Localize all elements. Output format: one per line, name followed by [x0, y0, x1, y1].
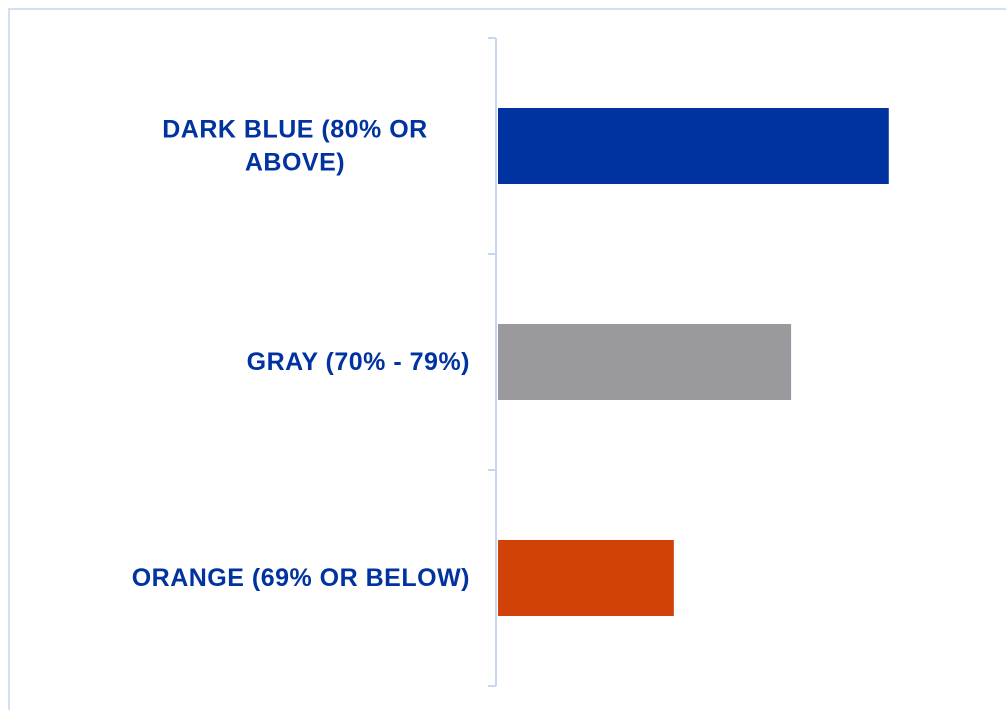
category-label: DARK BLUE (80% OR ABOVE)	[162, 115, 428, 177]
category-label-box: ORANGE (69% OR BELOW)	[132, 562, 470, 595]
category-label: ORANGE (69% OR BELOW)	[131, 563, 470, 592]
chart-frame	[8, 8, 1006, 710]
category-label-box: GRAY (70% - 79%)	[247, 346, 470, 379]
category-label: GRAY (70% - 79%)	[246, 347, 470, 376]
category-label-box: DARK BLUE (80% OR ABOVE)	[120, 114, 470, 179]
bar	[498, 540, 674, 616]
bar	[498, 108, 889, 184]
bar	[498, 324, 792, 400]
